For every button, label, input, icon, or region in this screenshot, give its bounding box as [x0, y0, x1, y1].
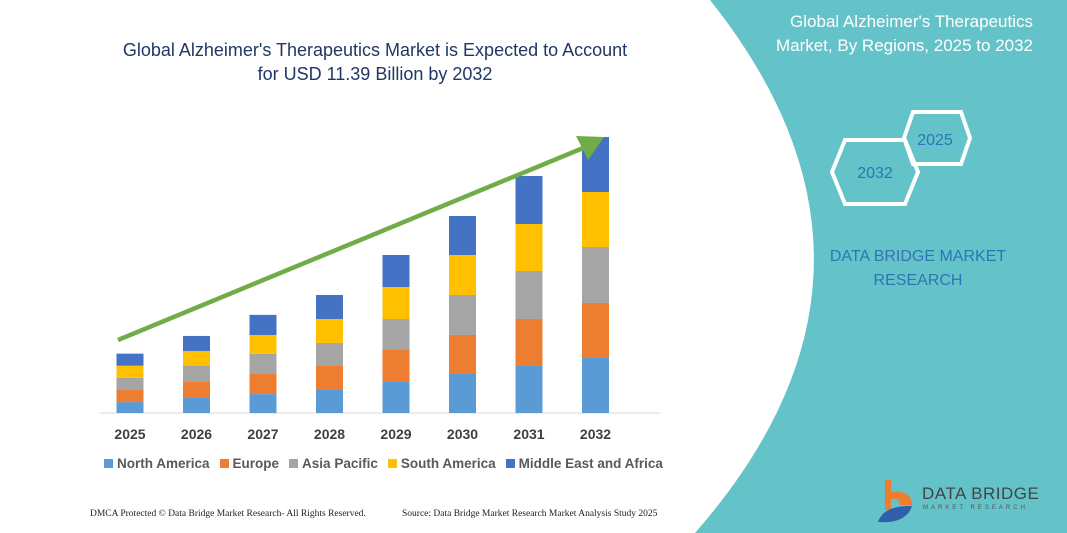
bar-segment-asia-pacific-2026: [183, 365, 210, 382]
x-tick-label: 2026: [181, 426, 212, 442]
bar-segment-north-america-2027: [249, 394, 277, 413]
legend-item: Asia Pacific: [289, 456, 378, 471]
bar-segment-asia-pacific-2029: [382, 318, 410, 350]
logo-name: DATA BRIDGE: [922, 484, 1040, 503]
legend-label: Asia Pacific: [302, 456, 378, 471]
x-tick-label: 2030: [447, 426, 478, 442]
bar-segment-south-america-2030: [449, 255, 476, 295]
legend-label: North America: [117, 456, 210, 471]
bar-segment-europe-2026: [183, 381, 210, 398]
hex-2032-label: 2032: [857, 165, 893, 182]
x-tick-label: 2025: [114, 426, 145, 442]
bar-segment-south-america-2028: [316, 318, 343, 343]
x-tick-label: 2027: [247, 426, 278, 442]
bar-segment-asia-pacific-2031: [515, 271, 543, 319]
bar-segment-north-america-2032: [582, 357, 609, 413]
bar-segment-middle-east-and-africa-2028: [316, 294, 343, 319]
bar-segment-north-america-2029: [382, 381, 410, 413]
hexagon-2032: [829, 138, 921, 206]
legend-item: South America: [387, 456, 496, 471]
legend-label: South America: [400, 456, 496, 471]
title-line-1: Global Alzheimer's Therapeutics Market i…: [122, 40, 628, 60]
bar-segment-south-america-2031: [515, 223, 543, 272]
bar-segment-europe-2027: [249, 373, 277, 395]
logo-tagline: MARKET RESEARCH: [923, 505, 1028, 511]
x-tick-label: 2028: [314, 426, 345, 442]
bar-segment-europe-2031: [515, 318, 543, 366]
bar-segment-middle-east-and-africa-2027: [249, 314, 277, 335]
x-tick-label: 2031: [513, 426, 544, 442]
bar-segment-asia-pacific-2030: [449, 294, 476, 335]
title-line-2: for USD 11.39 Billion by 2032: [257, 64, 493, 84]
bar-segment-middle-east-and-africa-2030: [449, 215, 476, 256]
bar-segment-europe-2025: [116, 389, 144, 403]
legend-swatch: [289, 459, 299, 468]
legend-label: Middle East and Africa: [518, 456, 663, 471]
hex-2025-label: 2025: [917, 132, 953, 149]
bar-segment-europe-2030: [449, 334, 476, 374]
x-tick-label: 2029: [380, 426, 411, 442]
legend-swatch: [387, 459, 397, 468]
logo-icon: [878, 480, 912, 523]
x-tick-label: 2032: [580, 426, 611, 442]
bar-segment-north-america-2028: [316, 389, 343, 413]
bar-segment-north-america-2025: [116, 402, 144, 413]
bar-segment-europe-2029: [382, 349, 410, 382]
bar-segment-asia-pacific-2025: [116, 377, 144, 390]
bar-segment-middle-east-and-africa-2025: [116, 353, 144, 366]
bar-segment-europe-2032: [582, 302, 609, 358]
legend-swatch: [219, 459, 229, 468]
bar-segment-asia-pacific-2027: [249, 353, 277, 374]
side-title-line-1: Global Alzheimer's Therapeutics: [790, 12, 1033, 31]
legend-item: Europe: [219, 456, 280, 471]
bar-segment-europe-2028: [316, 365, 343, 390]
bar-segment-north-america-2026: [183, 397, 210, 413]
legend-item: North America: [104, 456, 210, 471]
source-text: Source: Data Bridge Market Research Mark…: [402, 509, 658, 519]
legend-swatch: [505, 459, 515, 468]
legend-swatch: [104, 459, 113, 468]
teal-side-panel: [695, 0, 1067, 533]
bar-segment-asia-pacific-2032: [582, 247, 609, 303]
trend-arrow-head: [576, 136, 604, 160]
bar-segment-asia-pacific-2028: [316, 342, 343, 366]
brand-text: DATA BRIDGE MARKET RESEARCH: [818, 245, 1018, 293]
side-title-line-2: Market, By Regions, 2025 to 2032: [775, 36, 1033, 55]
trend-arrow-shaft: [117, 143, 589, 343]
bar-segment-middle-east-and-africa-2031: [515, 176, 543, 224]
bar-segment-north-america-2031: [515, 365, 543, 413]
side-panel-title: Global Alzheimer's Therapeutics Market, …: [703, 10, 1033, 58]
legend: North America Europe Asia Pacific South Ame…: [104, 456, 663, 471]
brand-line-2: RESEARCH: [873, 272, 963, 289]
legend-label: Europe: [232, 456, 280, 471]
chart-title: Global Alzheimer's Therapeutics Market i…: [90, 38, 660, 86]
brand-line-1: DATA BRIDGE MARKET: [829, 248, 1007, 265]
bar-segment-south-america-2026: [183, 350, 210, 366]
bar-segment-south-america-2025: [116, 365, 144, 378]
bar-segment-south-america-2027: [249, 334, 277, 354]
bar-segment-middle-east-and-africa-2026: [183, 335, 210, 351]
copyright-text: DMCA Protected © Data Bridge Market Rese…: [90, 509, 366, 519]
bar-segment-south-america-2029: [382, 286, 410, 319]
bar-segment-middle-east-and-africa-2029: [382, 255, 410, 287]
legend-item: Middle East and Africa: [505, 456, 663, 471]
bar-segment-north-america-2030: [449, 373, 476, 413]
bar-segment-south-america-2032: [582, 192, 609, 248]
